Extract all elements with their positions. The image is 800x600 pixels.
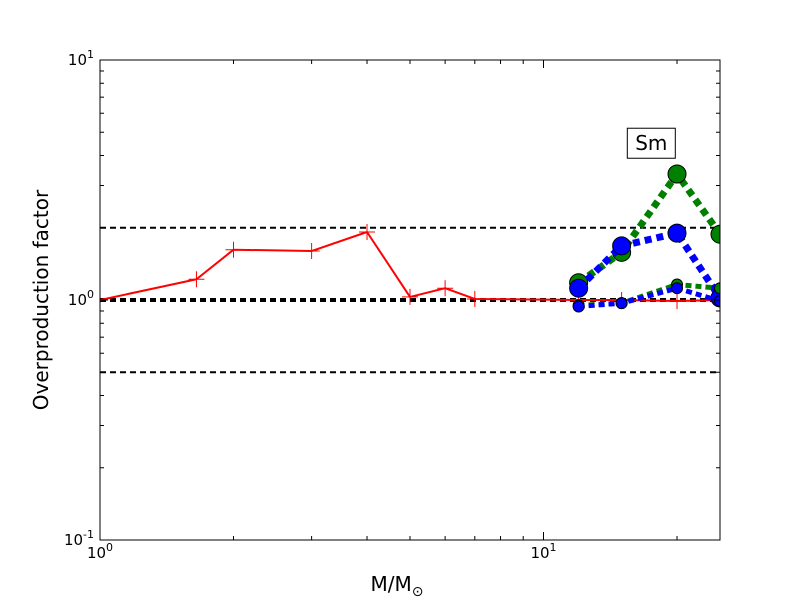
data-point [667,164,687,184]
y-tick-label-base: 10 [68,51,87,69]
data-point [572,300,585,313]
data-point [569,278,589,298]
data-point [710,224,720,244]
y-tick-label-base: 10 [64,531,83,549]
series-line [578,285,720,309]
annotation-box-frame [626,127,676,159]
y-tick-label: 100 [68,288,94,309]
series-1 [100,224,720,310]
x-tick-label-base: 10 [530,544,549,562]
data-point [671,282,684,295]
y-tick-label-exponent: -1 [83,528,94,541]
data-point [714,295,720,308]
major-ticks [99,59,720,541]
x-tick-label-exponent: 1 [550,541,557,554]
series-3 [569,223,720,308]
series-line [576,229,720,300]
data-point [667,223,687,243]
y-tick-label: 101 [68,48,94,69]
data-point [714,282,720,295]
data-point [612,236,632,256]
annotation-box: Sm [626,127,676,159]
y-tick-label-base: 10 [68,291,87,309]
x-tick-label: 101 [530,541,556,562]
annotation-label: Sm [635,131,667,155]
x-tick-label-base: 10 [87,544,106,562]
x-tick-label-exponent: 0 [106,541,113,554]
x-axis-label-subscript: ⊙ [412,584,424,600]
y-tick-label: 10-1 [64,528,94,549]
series-layer [100,164,720,313]
x-tick-label: 100 [87,541,113,562]
x-axis-label-main: M/M [371,572,412,596]
data-point [615,297,628,310]
series-5 [572,282,720,313]
x-axis-label: M/M⊙ [371,572,424,600]
y-tick-label-exponent: 1 [87,48,94,61]
y-tick-label-exponent: 0 [87,288,94,301]
y-axis-label: Overproduction factor [29,189,53,410]
